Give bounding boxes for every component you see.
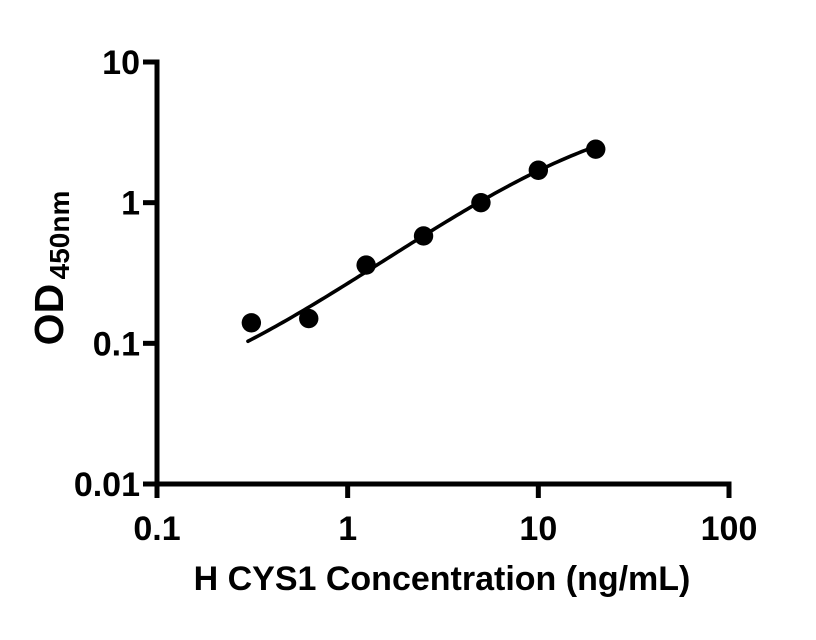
x-tick-label: 0.1 — [133, 510, 180, 548]
data-point — [413, 226, 434, 246]
y-axis-title: OD 450nm — [26, 191, 75, 346]
data-point — [586, 139, 606, 159]
y-axis-title-main: OD — [26, 284, 72, 346]
data-point — [356, 255, 376, 275]
data-points-layer — [241, 139, 606, 333]
y-axis-title-subscript: 450nm — [44, 191, 75, 280]
y-tick-label: 0.1 — [93, 325, 140, 363]
y-tick-label: 1 — [121, 185, 140, 223]
x-tick-label: 1 — [338, 510, 357, 548]
data-point — [299, 308, 319, 329]
data-point — [528, 160, 549, 180]
data-point — [471, 192, 491, 213]
y-tick-label: 10 — [102, 44, 140, 82]
x-axis-title: H CYS1 Concentration (ng/mL) — [194, 560, 691, 598]
axes: 10 1 0.1 0.01 0.1 1 10 100 — [74, 44, 758, 548]
x-tick-label: 10 — [519, 510, 557, 548]
x-tick-label: 100 — [701, 510, 758, 548]
y-tick-label: 0.01 — [74, 466, 140, 504]
data-point — [241, 313, 262, 333]
